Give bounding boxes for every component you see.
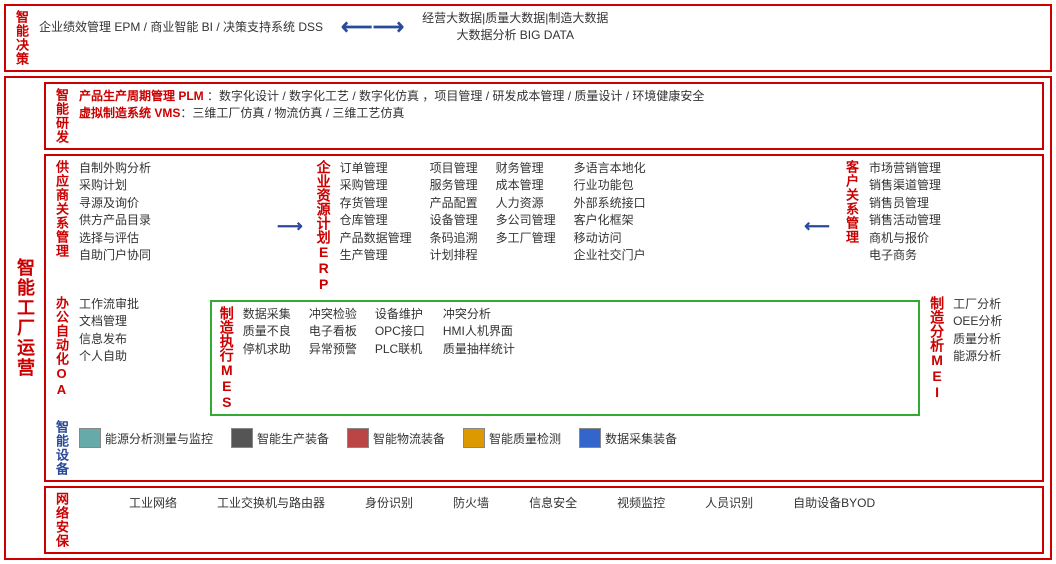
srm-block: 供应商关系管理 自制外购分析采购计划寻源及询价供方产品目录选择与评估自助门户协同	[52, 160, 265, 292]
net-item: 视频监控	[617, 496, 665, 512]
erp-side-label: 企业资源计划ERP	[315, 160, 332, 292]
mes-col4: 冲突分析HMI人机界面质量抽样统计	[443, 306, 515, 358]
decision-side-label: 智能决策	[12, 10, 31, 66]
oa-block: 办公自动化OA 工作流审批文档管理信息发布个人自助	[52, 296, 202, 416]
net-item: 工业交换机与路由器	[217, 496, 325, 512]
net-item: 人员识别	[705, 496, 753, 512]
erp-block: 企业资源计划ERP 订单管理采购管理存货管理仓库管理产品数据管理生产管理 项目管…	[315, 160, 792, 292]
decision-box: 智能决策 企业绩效管理 EPM / 商业智能 BI / 决策支持系统 DSS ⟵…	[4, 4, 1052, 72]
net-item: 身份识别	[365, 496, 413, 512]
mes-col2: 冲突检验电子看板异常预警	[309, 306, 357, 358]
mei-side-label: 制造分析MEI	[928, 296, 945, 400]
crm-block: 客户关系管理 市场营销管理销售渠道管理销售员管理销售活动管理商机与报价电子商务	[842, 160, 1036, 292]
erp-col4: 多语言本地化行业功能包外部系统接口客户化框架移动访问企业社交门户	[574, 160, 646, 264]
srm-list: 自制外购分析采购计划寻源及询价供方产品目录选择与评估自助门户协同	[79, 160, 151, 264]
decision-left-text: 企业绩效管理 EPM / 商业智能 BI / 决策支持系统 DSS	[39, 19, 323, 36]
arrow-right-icon: ⟶	[273, 216, 307, 237]
equip-icon	[579, 428, 601, 448]
rd-side-label: 智能研发	[52, 88, 71, 144]
mes-side-label: 制造执行MES	[218, 306, 235, 410]
mei-block: 制造分析MEI 工厂分析OEE分析质量分析能源分析	[928, 296, 1036, 416]
erp-col2: 项目管理服务管理产品配置设备管理条码追溯计划排程	[430, 160, 478, 264]
equip-item: 智能物流装备	[347, 428, 445, 448]
crm-list: 市场营销管理销售渠道管理销售员管理销售活动管理商机与报价电子商务	[869, 160, 941, 264]
equip-icon	[347, 428, 369, 448]
net-item: 防火墙	[453, 496, 489, 512]
equip-icon	[79, 428, 101, 448]
net-item: 工业网络	[129, 496, 177, 512]
rd-line1: 产品生产周期管理 PLM ：数字化设计 / 数字化工艺 / 数字化仿真 ，项目管…	[79, 88, 1036, 105]
equip-item: 智能质量检测	[463, 428, 561, 448]
main-box: 智能工厂运营 智能研发 产品生产周期管理 PLM ：数字化设计 / 数字化工艺 …	[4, 76, 1052, 560]
srm-side-label: 供应商关系管理	[52, 160, 71, 258]
decision-arrow-icon: ⟵⟶	[331, 14, 414, 40]
mei-list: 工厂分析OEE分析质量分析能源分析	[953, 296, 1002, 366]
mes-box: 制造执行MES 数据采集质量不良停机求助 冲突检验电子看板异常预警 设备维护OP…	[210, 300, 920, 416]
equip-icon	[231, 428, 253, 448]
mes-col1: 数据采集质量不良停机求助	[243, 306, 291, 358]
equip-item: 智能生产装备	[231, 428, 329, 448]
erp-col3: 财务管理成本管理人力资源多公司管理多工厂管理	[496, 160, 556, 264]
equipment-side-label: 智能设备	[52, 420, 71, 476]
equip-item: 能源分析测量与监控	[79, 428, 213, 448]
network-box: 网络安保 工业网络 工业交换机与路由器 身份识别 防火墙 信息安全 视频监控 人…	[44, 486, 1044, 554]
mes-col3: 设备维护OPC接口PLC联机	[375, 306, 425, 358]
ops-box: 供应商关系管理 自制外购分析采购计划寻源及询价供方产品目录选择与评估自助门户协同…	[44, 154, 1044, 482]
left-pillar-label: 智能工厂运营	[12, 82, 38, 554]
rd-line2: 虚拟制造系统 VMS：三维工厂仿真 / 物流仿真 / 三维工艺仿真	[79, 105, 1036, 122]
arrow-left-icon: ⟵	[800, 216, 834, 237]
equipment-row: 智能设备 能源分析测量与监控 智能生产装备 智能物流装备 智能质量检测 数据采集…	[52, 420, 1036, 476]
rd-box: 智能研发 产品生产周期管理 PLM ：数字化设计 / 数字化工艺 / 数字化仿真…	[44, 82, 1044, 150]
oa-list: 工作流审批文档管理信息发布个人自助	[79, 296, 139, 366]
net-item: 信息安全	[529, 496, 577, 512]
decision-right-line1: 经营大数据|质量大数据|制造大数据	[422, 10, 608, 27]
network-side-label: 网络安保	[52, 492, 71, 548]
equip-icon	[463, 428, 485, 448]
erp-col1: 订单管理采购管理存货管理仓库管理产品数据管理生产管理	[340, 160, 412, 264]
crm-side-label: 客户关系管理	[842, 160, 861, 244]
net-item: 自助设备BYOD	[793, 496, 875, 512]
decision-right-line2: 大数据分析 BIG DATA	[456, 27, 574, 44]
oa-side-label: 办公自动化OA	[52, 296, 71, 398]
equip-item: 数据采集装备	[579, 428, 677, 448]
